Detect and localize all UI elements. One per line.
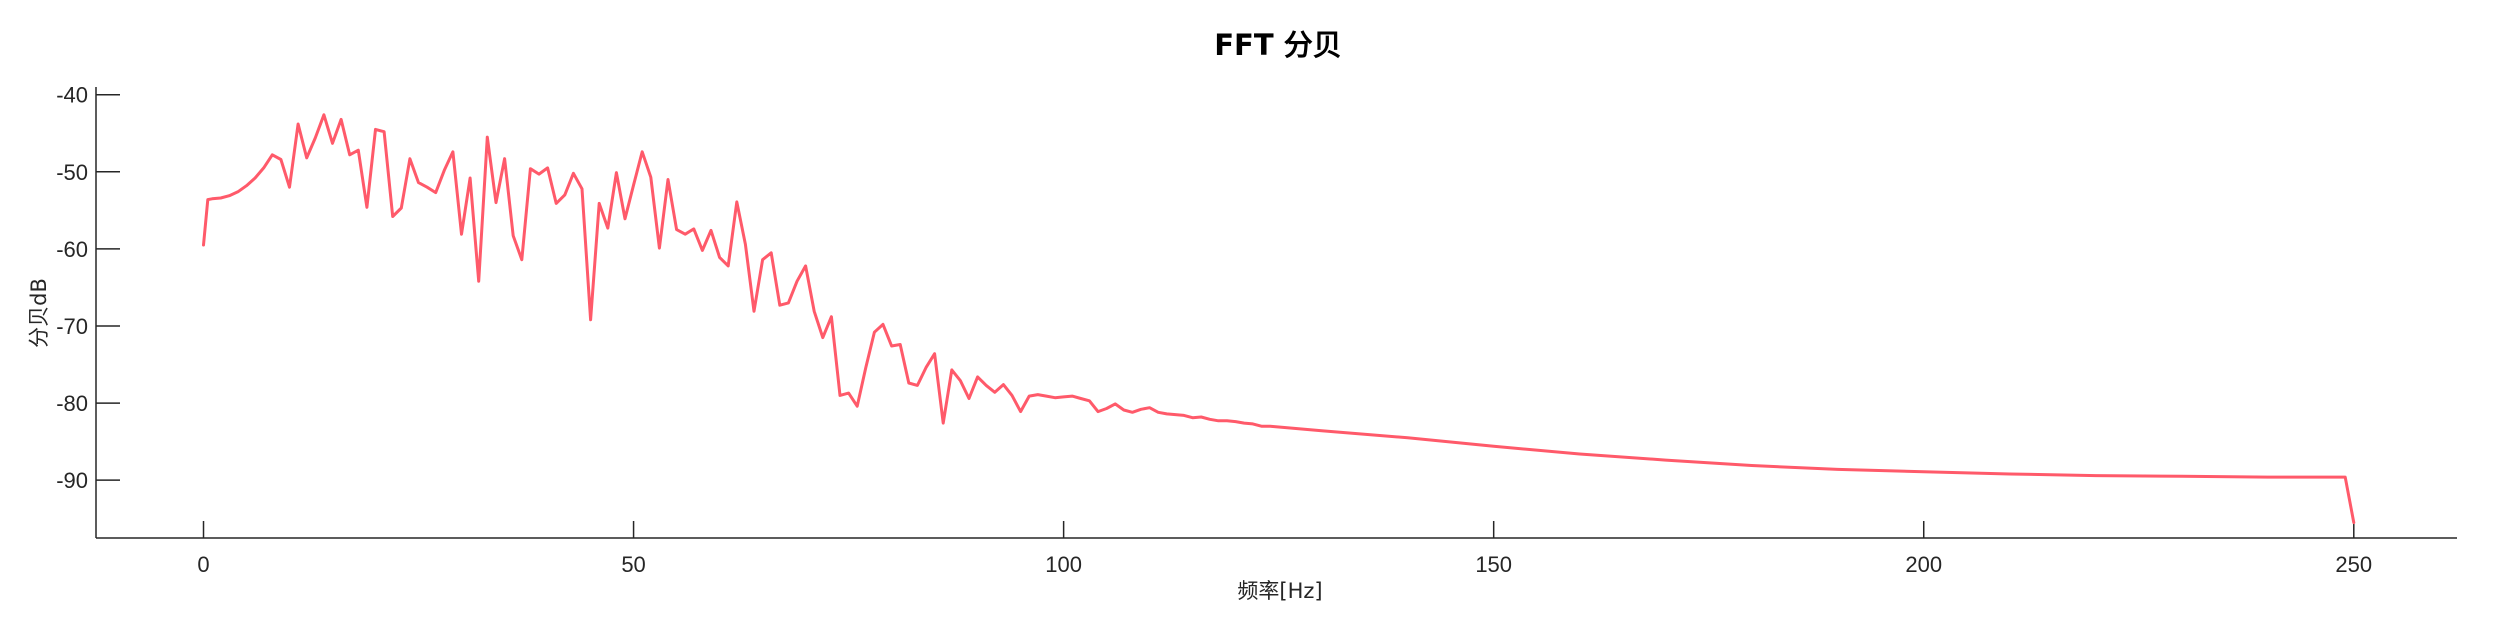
- y-tick-label: -70: [56, 314, 88, 339]
- x-tick-label: 0: [197, 552, 209, 577]
- chart-title: FFT 分贝: [1214, 28, 1342, 62]
- x-tick-label: 250: [2335, 552, 2372, 577]
- ticks: 0 50 100 150 200 250 -40 -50 -60 -70 -80 -90: [56, 83, 2372, 577]
- y-tick-label: -60: [56, 237, 88, 262]
- y-axis-label: 分贝dB: [27, 278, 51, 348]
- x-tick-label: 50: [621, 552, 645, 577]
- series-line: [202, 113, 2356, 525]
- y-tick-label: -50: [56, 160, 88, 185]
- x-tick-label: 200: [1905, 552, 1942, 577]
- x-axis-label: 频率[Hz]: [1237, 579, 1322, 603]
- plot-area: [202, 113, 2356, 525]
- x-tick-label: 150: [1475, 552, 1512, 577]
- x-tick-label: 100: [1045, 552, 1082, 577]
- y-tick-label: -40: [56, 83, 88, 108]
- axes: [95, 87, 2457, 539]
- y-tick-label: -80: [56, 391, 88, 416]
- y-tick-label: -90: [56, 468, 88, 493]
